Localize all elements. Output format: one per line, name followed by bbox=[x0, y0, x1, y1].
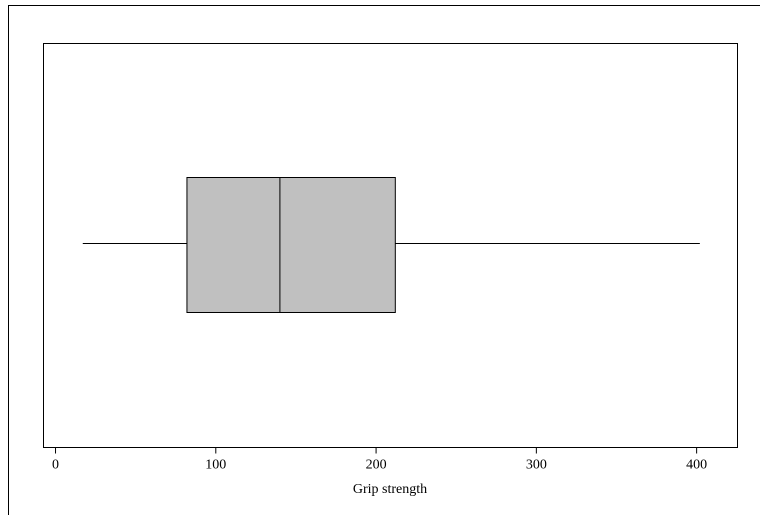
x-tick-label: 100 bbox=[205, 458, 226, 473]
x-axis-label: Grip strength bbox=[353, 482, 427, 497]
plot-area bbox=[43, 43, 738, 448]
x-tick-label: 0 bbox=[52, 458, 59, 473]
x-tick-label: 300 bbox=[526, 458, 547, 473]
box bbox=[186, 177, 396, 313]
x-tick-label: 400 bbox=[686, 458, 707, 473]
x-tick-label: 200 bbox=[366, 458, 387, 473]
